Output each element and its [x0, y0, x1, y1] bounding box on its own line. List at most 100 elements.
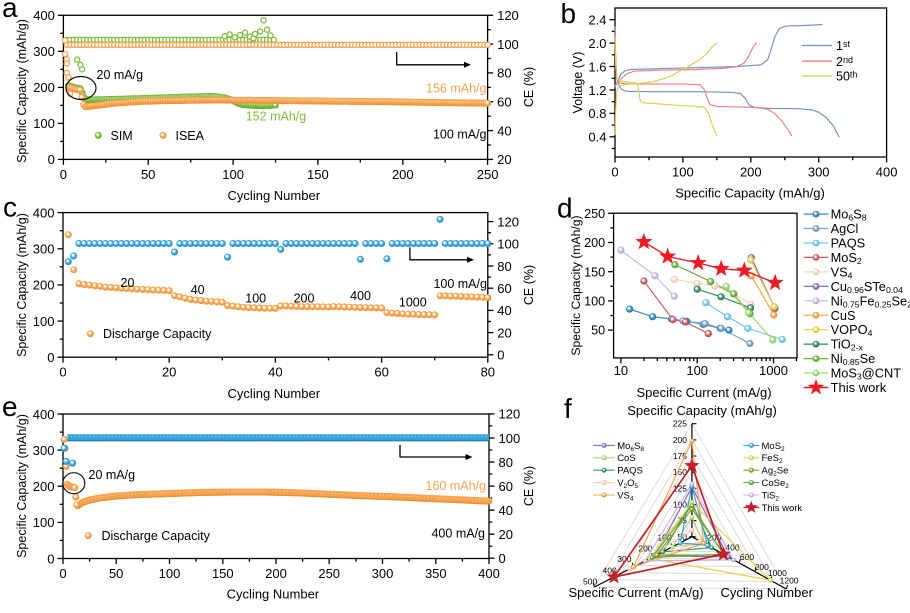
svg-text:400: 400: [33, 407, 55, 422]
svg-text:1000: 1000: [768, 568, 787, 578]
svg-text:VS4: VS4: [617, 490, 634, 502]
svg-text:CE (%): CE (%): [522, 67, 536, 107]
svg-text:Specific Capacity (mAh/g): Specific Capacity (mAh/g): [675, 185, 825, 200]
svg-text:400: 400: [33, 205, 55, 220]
svg-text:20: 20: [121, 276, 135, 290]
svg-text:200: 200: [740, 165, 762, 180]
svg-text:60: 60: [499, 479, 513, 494]
svg-text:VS4: VS4: [831, 264, 853, 280]
svg-text:MoS3@CNT: MoS3@CNT: [831, 366, 902, 382]
svg-text:300: 300: [33, 242, 55, 257]
svg-text:d: d: [557, 192, 573, 223]
svg-text:e: e: [2, 391, 18, 422]
svg-text:152 mAh/g: 152 mAh/g: [246, 110, 307, 124]
svg-text:40: 40: [191, 283, 205, 297]
svg-text:40: 40: [497, 123, 511, 138]
svg-text:20: 20: [499, 527, 513, 542]
svg-text:20: 20: [497, 325, 511, 340]
svg-text:Cycling Number: Cycling Number: [227, 587, 320, 602]
svg-text:This work: This work: [831, 380, 887, 395]
svg-text:Mo6S8: Mo6S8: [617, 441, 644, 453]
svg-text:200: 200: [33, 80, 55, 95]
svg-text:0: 0: [499, 551, 506, 566]
svg-text:400: 400: [725, 543, 739, 553]
svg-text:225: 225: [673, 419, 687, 429]
svg-text:Ni0.75Fe0.25Se2: Ni0.75Fe0.25Se2: [831, 293, 910, 309]
svg-text:c: c: [3, 192, 17, 223]
svg-text:200: 200: [392, 167, 414, 182]
svg-text:CuS: CuS: [831, 308, 856, 323]
svg-text:800: 800: [755, 562, 769, 572]
svg-text:120: 120: [497, 8, 519, 23]
svg-text:VOPO4: VOPO4: [831, 322, 873, 338]
svg-text:100: 100: [584, 295, 605, 309]
svg-text:100: 100: [222, 167, 244, 182]
svg-text:150: 150: [673, 467, 687, 477]
svg-text:300: 300: [372, 566, 394, 581]
svg-text:0: 0: [59, 365, 66, 380]
svg-text:Cycling Number: Cycling Number: [228, 188, 321, 203]
svg-text:V2O5: V2O5: [617, 478, 638, 490]
svg-text:80: 80: [499, 455, 513, 470]
svg-text:CoSe2: CoSe2: [762, 478, 790, 490]
svg-text:2.0: 2.0: [588, 36, 606, 51]
svg-text:Specific Capacity (mAh/g): Specific Capacity (mAh/g): [15, 19, 29, 163]
svg-text:a: a: [2, 0, 18, 23]
svg-text:80: 80: [497, 66, 511, 81]
svg-text:20 mA/g: 20 mA/g: [89, 468, 136, 482]
svg-text:200: 200: [33, 278, 55, 293]
svg-text:TiS2: TiS2: [762, 490, 780, 502]
svg-text:200: 200: [673, 435, 687, 445]
svg-text:20 mA/g: 20 mA/g: [97, 68, 144, 82]
svg-text:80: 80: [497, 259, 511, 274]
svg-text:Specific Capacity (mAh/g): Specific Capacity (mAh/g): [15, 414, 29, 558]
svg-text:50th: 50th: [836, 69, 857, 83]
svg-text:100: 100: [497, 37, 519, 52]
svg-text:Specific Capacity (mAh/g): Specific Capacity (mAh/g): [627, 403, 777, 418]
svg-text:100: 100: [497, 237, 519, 252]
svg-text:Specific Capacity (mAh/g): Specific Capacity (mAh/g): [569, 215, 583, 355]
svg-text:250: 250: [318, 566, 340, 581]
svg-text:80: 80: [481, 365, 495, 380]
svg-text:350: 350: [425, 566, 447, 581]
svg-text:150: 150: [307, 167, 329, 182]
svg-text:Discharge Capacity: Discharge Capacity: [102, 529, 211, 543]
svg-text:100 mA/g: 100 mA/g: [433, 128, 487, 142]
svg-text:f: f: [564, 393, 572, 424]
svg-text:60: 60: [374, 365, 388, 380]
svg-text:50: 50: [109, 566, 123, 581]
svg-text:100: 100: [672, 165, 694, 180]
svg-text:156 mAh/g: 156 mAh/g: [426, 82, 487, 96]
svg-text:200: 200: [707, 532, 721, 542]
svg-text:100: 100: [686, 363, 708, 378]
svg-text:300: 300: [808, 165, 830, 180]
svg-text:400: 400: [603, 566, 617, 576]
svg-text:CE (%): CE (%): [522, 265, 536, 305]
svg-text:200: 200: [638, 544, 652, 554]
svg-text:0.8: 0.8: [588, 106, 606, 121]
svg-text:100: 100: [159, 566, 181, 581]
svg-text:40: 40: [497, 303, 511, 318]
svg-text:40: 40: [268, 365, 282, 380]
svg-text:100: 100: [33, 116, 55, 131]
svg-text:20: 20: [497, 152, 511, 167]
svg-text:CE (%): CE (%): [522, 466, 536, 506]
svg-text:10: 10: [614, 363, 628, 378]
svg-text:50: 50: [591, 324, 605, 338]
svg-text:250: 250: [477, 167, 499, 182]
svg-text:Specific Capacity (mAh/g): Specific Capacity (mAh/g): [15, 213, 29, 357]
svg-text:b: b: [561, 0, 577, 29]
svg-text:120: 120: [499, 407, 521, 422]
svg-text:100 mA/g: 100 mA/g: [433, 277, 487, 291]
svg-text:125: 125: [673, 483, 687, 493]
svg-text:1.2: 1.2: [588, 83, 606, 98]
svg-text:160 mAh/g: 160 mAh/g: [426, 479, 487, 493]
svg-text:Cu0.96STe0.04: Cu0.96STe0.04: [831, 279, 903, 295]
svg-text:50: 50: [141, 167, 155, 182]
svg-text:200: 200: [265, 566, 287, 581]
svg-text:100: 100: [673, 500, 687, 510]
svg-text:1000: 1000: [399, 296, 427, 310]
svg-text:1000: 1000: [759, 363, 788, 378]
svg-text:100: 100: [499, 431, 521, 446]
svg-text:300: 300: [33, 443, 55, 458]
